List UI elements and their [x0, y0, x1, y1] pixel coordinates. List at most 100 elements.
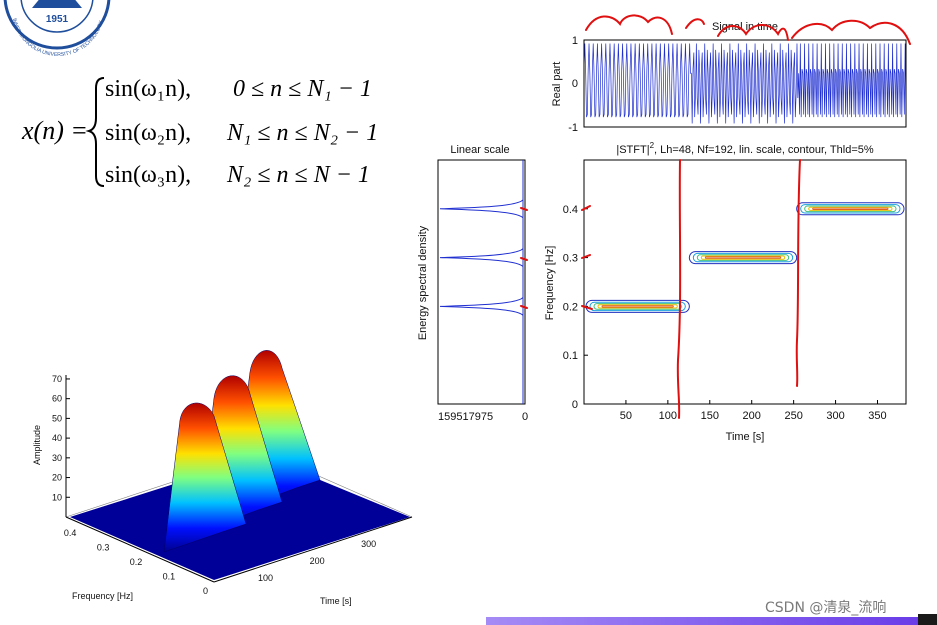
stft-ytick-label-0: 0 [572, 399, 578, 411]
signal-line [583, 43, 907, 124]
surface-ztick-label-60: 60 [52, 394, 62, 404]
stft-plot-frame [583, 159, 907, 405]
stft-xtick-label-150: 150 [701, 410, 719, 422]
logo-year: 1951 [46, 14, 69, 25]
stft-xtick-label-250: 250 [784, 410, 802, 422]
annotation-squiggle-4 [791, 19, 911, 45]
signal-ytick-0: 0 [572, 78, 578, 90]
esd-peak-2 [439, 248, 524, 267]
equation-brace [85, 77, 105, 187]
stft-ylabel: Frequency [Hz] [544, 246, 556, 321]
stft-ridge-2-level-5 [704, 256, 782, 259]
stft-ridge-1-level-3 [593, 303, 682, 310]
annotation-divider-1 [676, 159, 682, 419]
stft-xtick-label-100: 100 [659, 410, 677, 422]
equation-case-2-expr: sin(ω₂n), [105, 120, 191, 146]
stft-xtick-label-350: 350 [868, 410, 886, 422]
piecewise-equation: x(n) = sin(ω₁n), 0 ≤ n ≤ N₁ − 1 sin(ω₂n)… [21, 76, 378, 188]
surface-ztick-label-40: 40 [52, 433, 62, 443]
surface-ztick-label-30: 30 [52, 453, 62, 463]
stft-title-main: |STFT| [616, 144, 649, 156]
equation-case-2-cond: N₁ ≤ n ≤ N₂ − 1 [226, 120, 378, 146]
annotation-squiggle-2 [685, 18, 705, 29]
signal-plot-frame [583, 39, 907, 128]
surface-time-tick-300: 300 [361, 539, 376, 549]
stft-xlabel: Time [s] [726, 431, 765, 443]
stft-xticks: 50 100 150 200 250 300 350 [620, 400, 887, 422]
stft-ridge-1-level-2 [589, 301, 686, 312]
esd-xtick-max: 159517975 [438, 411, 493, 423]
equation-case-1-expr: sin(ω₁n), [105, 76, 191, 102]
stft-ytick-label-0.1: 0.1 [563, 350, 578, 362]
signal-ytick-neg1: -1 [568, 122, 578, 134]
stft-ridge-1-level-4 [597, 304, 678, 309]
surface-time-tick-100: 100 [258, 573, 273, 583]
esd-plot-ylabel: Energy spectral density [417, 225, 429, 340]
signal-plot-title: Signal in time [712, 21, 778, 33]
stft-ridge-2-level-1 [688, 251, 798, 265]
stft-ridge-3-level-5 [812, 207, 889, 211]
surface-floor-left [65, 516, 215, 583]
surface-freq-tick-0.1: 0.1 [163, 572, 176, 582]
stft-plot: |STFT|2, Lh=48, Nf=192, lin. scale, cont… [544, 141, 907, 443]
esd-plot-title: Linear scale [450, 144, 509, 156]
surface-freq-tick-0.4: 0.4 [64, 528, 77, 538]
esd-peak-1 [439, 297, 524, 316]
stft-ridge-1-level-5 [601, 305, 674, 308]
surface-time-tick-200: 200 [310, 556, 325, 566]
handwritten-annotations [520, 14, 911, 419]
surface-ylabel: Time [s] [320, 596, 352, 606]
annotation-squiggle-3 [717, 24, 789, 41]
stft-ridges [585, 202, 905, 313]
stft-ridge-2-level-2 [692, 252, 794, 263]
surface-time-ticks: 100 200 300 [258, 539, 376, 583]
surface-floor-front [213, 516, 413, 583]
surface-freq-tick-0.2: 0.2 [130, 557, 143, 567]
esd-peaks [439, 160, 524, 404]
esd-peak-3 [439, 199, 524, 219]
stft-yticks: 0 0.1 0.2 0.3 0.4 [563, 204, 588, 411]
stft-title-rest: , Lh=48, Nf=192, lin. scale, contour, Th… [654, 144, 874, 156]
csdn-watermark: CSDN @清泉_流响 [765, 599, 886, 616]
stft-ytick-label-0.3: 0.3 [563, 253, 578, 265]
footer-accent-bar [486, 617, 918, 625]
surface-ztick-label-20: 20 [52, 473, 62, 483]
university-logo: 1951 INNER MONGOLIA UNIVERSITY OF TECHNO… [3, 0, 111, 58]
equation-case-3-cond: N₂ ≤ n ≤ N − 1 [226, 162, 370, 188]
stft-ridge-2-level-3 [696, 254, 790, 261]
surface-freq-tick-0.3: 0.3 [97, 543, 110, 553]
stft-ridge-3-level-2 [800, 204, 901, 214]
stft-xtick-label-50: 50 [620, 410, 632, 422]
equation-case-1-cond: 0 ≤ n ≤ N₁ − 1 [233, 76, 372, 102]
surface-freq-tick-0: 0 [203, 586, 208, 596]
annotation-esd-mark-1 [520, 207, 528, 211]
stft-ytick-label-0.2: 0.2 [563, 301, 578, 313]
surface-xlabel: Frequency [Hz] [72, 591, 133, 601]
surface-zlabel: Amplitude [32, 425, 42, 465]
signal-ytick-1: 1 [572, 35, 578, 47]
surface-ridge-1 [163, 402, 247, 553]
signal-waveform [583, 43, 907, 124]
stft-ridge-3-level-4 [808, 206, 893, 211]
signal-plot-ylabel: Real part [551, 62, 563, 107]
stft-title-sup: 2 [650, 141, 655, 150]
surface-plot: 10 20 30 40 50 60 70 0 0.1 0.2 0.3 0.4 100 200 300 A… [32, 350, 413, 606]
surface-ztick-label-70: 70 [52, 374, 62, 384]
stft-ridge-2-level-4 [700, 255, 786, 260]
annotation-divider-2 [795, 159, 801, 387]
signal-plot: Signal in time 1 0 -1 Real part [551, 21, 907, 134]
esd-plot: Linear scale 159517975 0 Energy spectral… [417, 144, 528, 423]
surface-ztick-label-10: 10 [52, 492, 62, 502]
surface-zticks: 10 20 30 40 50 60 70 [52, 374, 70, 502]
stft-xtick-label-200: 200 [743, 410, 761, 422]
annotation-tick-02 [581, 305, 593, 310]
stft-ridge-3-level-1 [796, 202, 905, 216]
surface-freq-ticks: 0 0.1 0.2 0.3 0.4 [64, 528, 208, 596]
stft-xtick-label-300: 300 [826, 410, 844, 422]
stft-ytick-label-0.4: 0.4 [563, 204, 578, 216]
surface-ztick-label-50: 50 [52, 413, 62, 423]
equation-lhs: x(n) = [21, 116, 88, 145]
esd-plot-frame [437, 159, 526, 405]
annotation-tick-03 [581, 254, 591, 259]
